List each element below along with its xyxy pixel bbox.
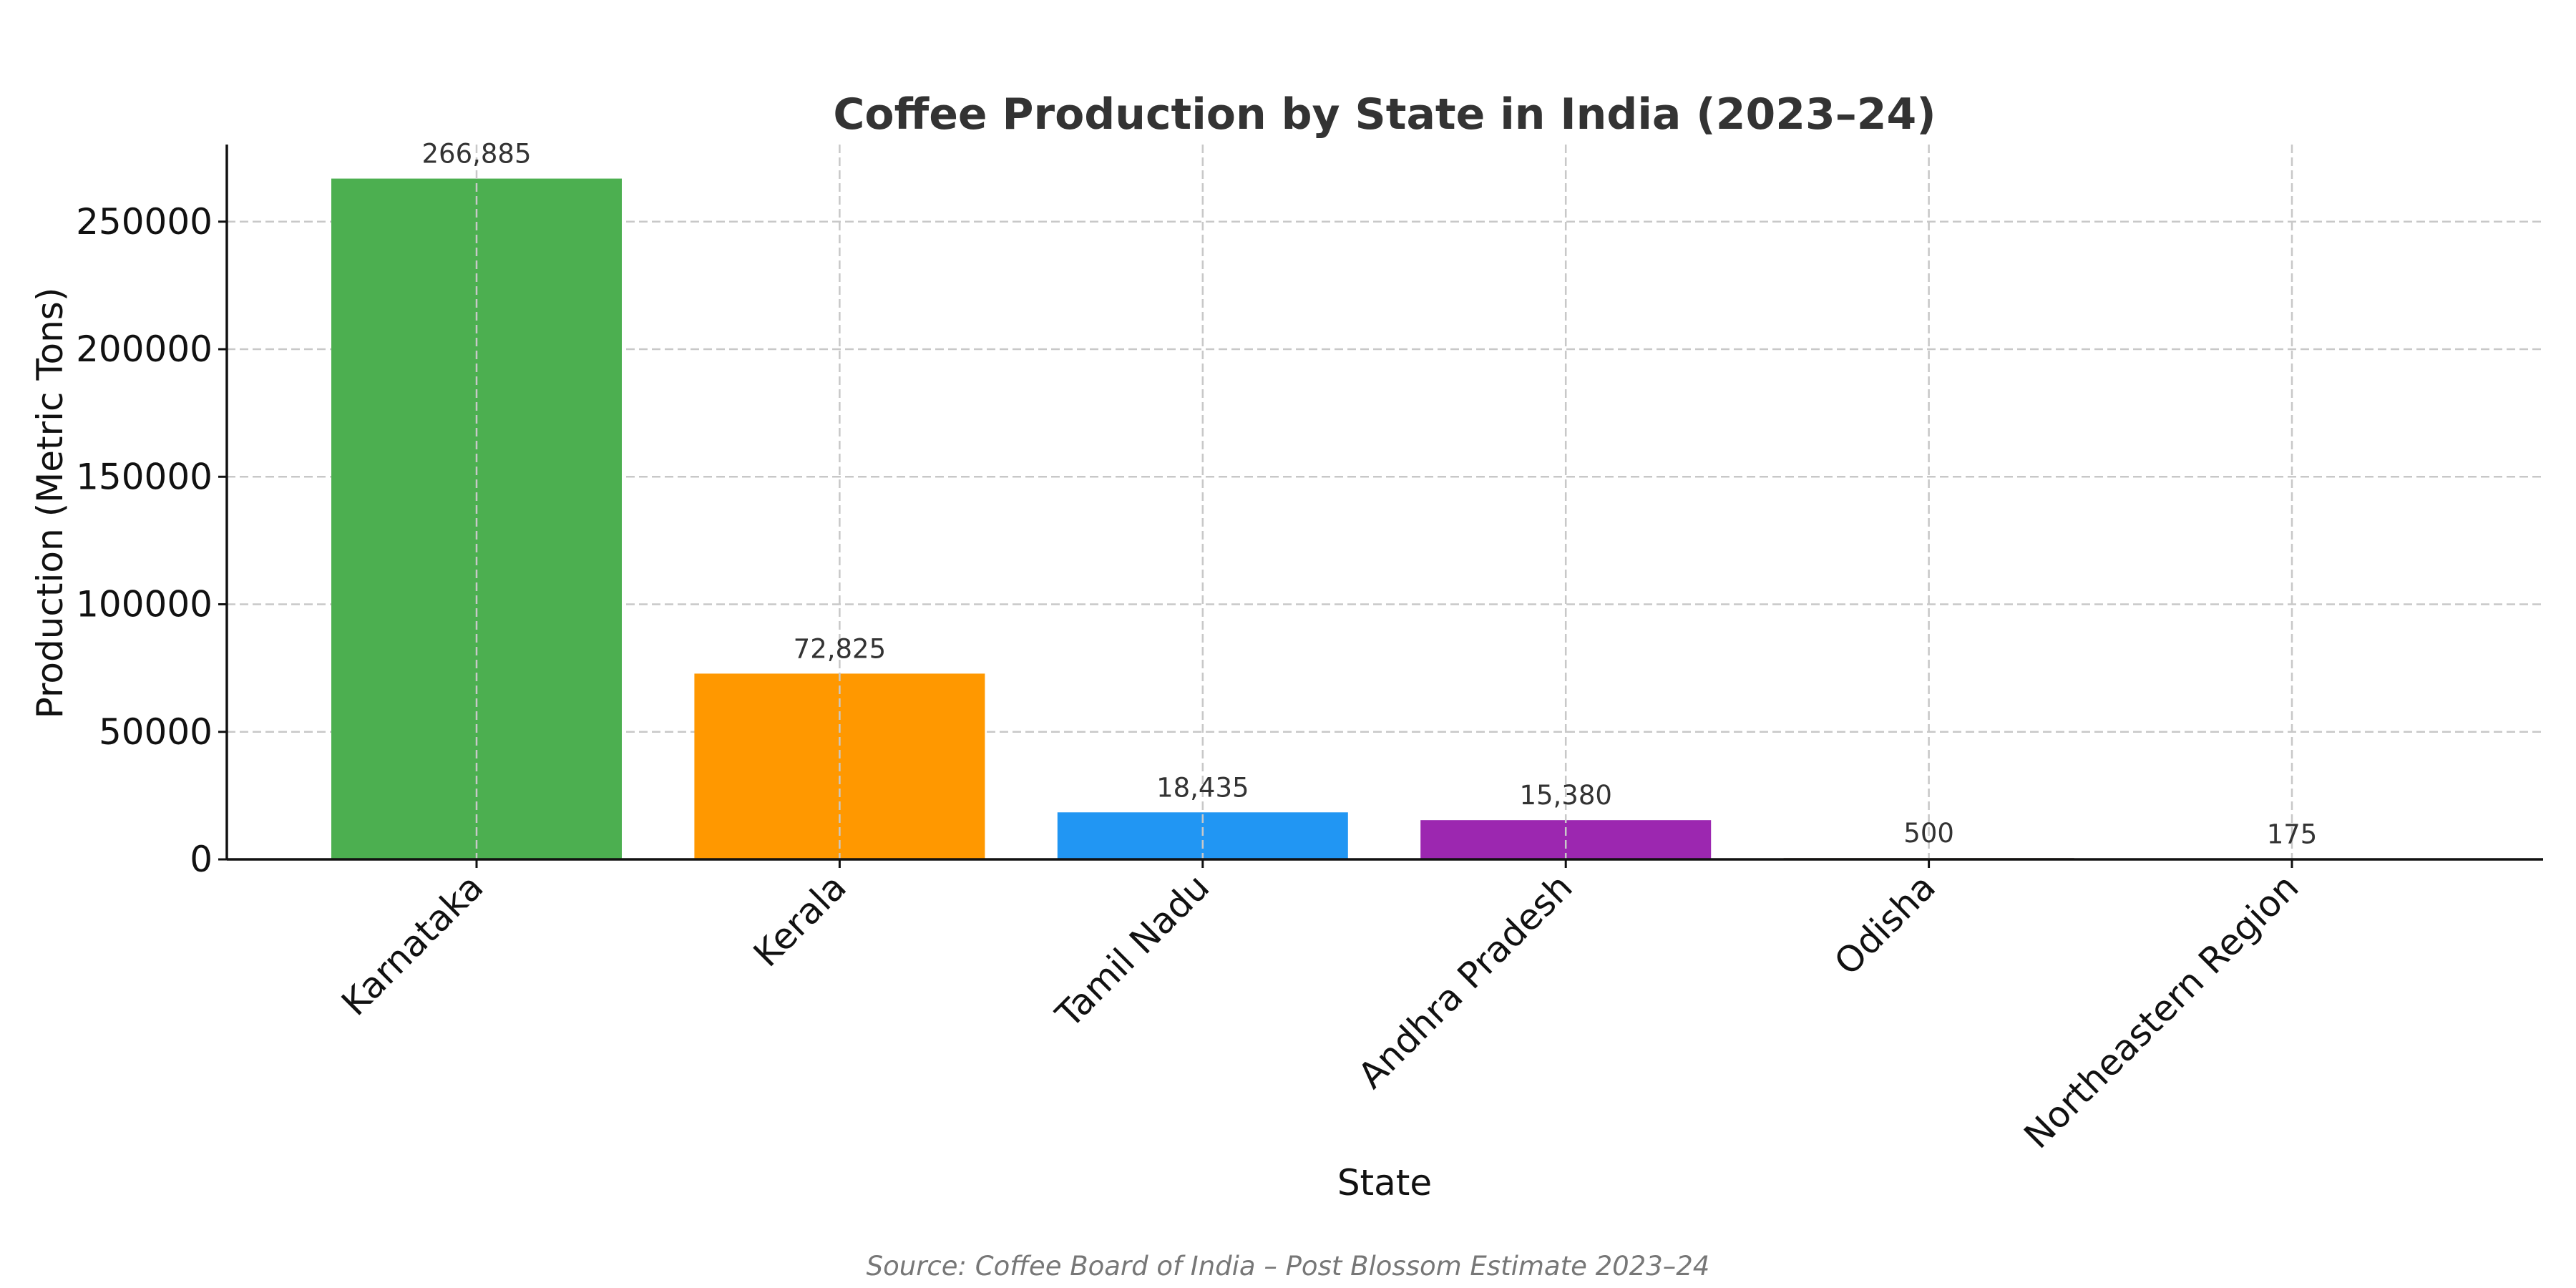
y-tick-label: 250000 bbox=[76, 201, 213, 243]
x-axis-label: State bbox=[1337, 1162, 1432, 1204]
data-label: 72,825 bbox=[794, 633, 886, 664]
y-tick-label: 150000 bbox=[76, 456, 213, 497]
x-tick-label: Tamil Nadu bbox=[1048, 866, 1217, 1035]
data-label: 500 bbox=[1903, 818, 1954, 849]
y-axis-label: Production (Metric Tons) bbox=[29, 288, 71, 719]
data-label: 15,380 bbox=[1519, 780, 1611, 811]
y-tick-label: 0 bbox=[190, 839, 213, 880]
source-note: Source: Coffee Board of India – Post Blo… bbox=[867, 1251, 1710, 1282]
bars bbox=[331, 178, 2437, 859]
data-label: 175 bbox=[2267, 819, 2318, 849]
y-tick-label: 100000 bbox=[76, 584, 213, 625]
y-tick-label: 50000 bbox=[99, 711, 213, 753]
data-label: 18,435 bbox=[1156, 772, 1249, 803]
x-tick-label: Odisha bbox=[1826, 866, 1943, 983]
chart-title: Coffee Production by State in India (202… bbox=[833, 89, 1936, 140]
x-tick-label: Karnataka bbox=[333, 866, 491, 1023]
bar-andhra-pradesh bbox=[1420, 820, 1712, 859]
x-tick-label: Kerala bbox=[746, 866, 854, 975]
data-labels: 266,885 72,825 18,435 15,380 500 175 bbox=[421, 139, 2317, 859]
y-tick-label: 200000 bbox=[76, 328, 213, 370]
data-label: 266,885 bbox=[421, 139, 531, 170]
x-tick-label: Andhra Pradesh bbox=[1350, 866, 1581, 1096]
x-tick-label: Northeastern Region bbox=[2016, 866, 2307, 1156]
